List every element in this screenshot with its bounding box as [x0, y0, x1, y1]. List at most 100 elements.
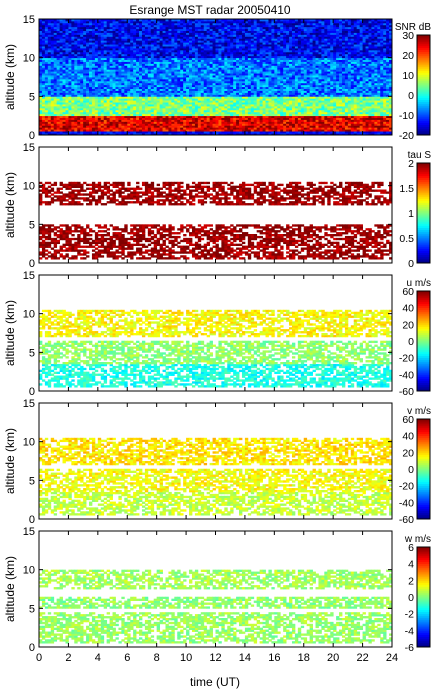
heatmap-cell — [227, 98, 231, 101]
heatmap-cell — [191, 115, 196, 118]
heatmap-cell — [206, 94, 211, 97]
heatmap-cell — [371, 88, 375, 91]
heatmap-cell — [191, 127, 196, 130]
heatmap-cell — [327, 113, 331, 117]
heatmap-cell — [106, 107, 110, 111]
heatmap-cell — [150, 123, 155, 126]
heatmap-cell — [309, 100, 313, 103]
heatmap-cell — [386, 106, 390, 109]
heatmap-cell — [194, 90, 199, 93]
heatmap-cell — [68, 109, 72, 113]
heatmap-cell — [244, 113, 249, 117]
heatmap-cell — [47, 106, 52, 109]
heatmap-cell — [124, 100, 128, 103]
heatmap-cell — [347, 100, 352, 103]
heatmap-cell — [177, 104, 181, 107]
heatmap-cell — [233, 90, 237, 93]
heatmap-cell — [230, 121, 234, 124]
heatmap-cell — [386, 129, 390, 132]
heatmap-cell — [280, 98, 284, 101]
heatmap-cell — [215, 102, 219, 105]
heatmap-cell — [262, 90, 266, 93]
heatmap-cell — [327, 104, 331, 107]
heatmap-cell — [100, 115, 105, 118]
heatmap-cell — [41, 131, 46, 134]
heatmap-cell — [150, 127, 155, 130]
heatmap-cell — [97, 127, 102, 130]
heatmap-cell — [230, 102, 234, 105]
heatmap-cell — [162, 96, 166, 99]
heatmap-cell — [171, 119, 175, 122]
heatmap-cell — [256, 98, 261, 101]
heatmap-cell — [309, 119, 313, 122]
heatmap-cell — [194, 106, 199, 109]
heatmap-cell — [303, 133, 308, 136]
heatmap-cell — [341, 129, 346, 132]
heatmap-cell — [165, 92, 169, 95]
heatmap-cell — [74, 102, 78, 105]
heatmap-cell — [144, 107, 149, 111]
heatmap-cell — [274, 133, 278, 136]
heatmap-cell — [203, 113, 208, 117]
heatmap-cell — [377, 100, 381, 103]
heatmap-cell — [362, 119, 366, 122]
heatmap-cell — [365, 129, 369, 132]
heatmap-cell — [306, 133, 311, 136]
heatmap-cell — [318, 94, 322, 97]
heatmap-cell — [91, 98, 96, 101]
heatmap-cell — [109, 123, 113, 126]
heatmap-cell — [203, 123, 208, 126]
heatmap-cell — [74, 104, 78, 107]
heatmap-cell — [147, 92, 152, 95]
heatmap-cell — [168, 90, 172, 93]
heatmap-cell — [341, 113, 346, 117]
heatmap-cell — [215, 94, 219, 97]
heatmap-cell — [274, 100, 278, 103]
heatmap-cell — [236, 111, 240, 115]
heatmap-cell — [141, 106, 146, 109]
heatmap-cell — [239, 123, 243, 126]
heatmap-cell — [239, 106, 243, 109]
heatmap-cell — [177, 106, 181, 109]
heatmap-cell — [100, 133, 105, 136]
heatmap-cell — [162, 106, 166, 109]
heatmap-cell — [197, 92, 202, 95]
heatmap-cell — [265, 96, 269, 99]
heatmap-cell — [271, 98, 275, 101]
heatmap-cell — [218, 117, 222, 120]
heatmap-cell — [350, 98, 355, 101]
heatmap-cell — [227, 113, 231, 117]
heatmap-cell — [336, 98, 340, 101]
heatmap-cell — [191, 107, 196, 111]
heatmap-cell — [341, 125, 346, 128]
heatmap-cell — [377, 127, 381, 130]
heatmap-cell — [141, 88, 146, 91]
heatmap-cell — [283, 131, 287, 134]
heatmap-cell — [97, 98, 102, 101]
heatmap-cell — [71, 125, 75, 128]
heatmap-cell — [224, 133, 228, 136]
heatmap-cell — [68, 96, 72, 99]
heatmap-cell — [262, 133, 266, 136]
heatmap-cell — [356, 88, 361, 91]
heatmap-cell — [380, 129, 384, 132]
heatmap-cell — [53, 111, 58, 115]
heatmap-cell — [286, 121, 290, 124]
heatmap-cell — [124, 109, 128, 113]
heatmap-cell — [253, 121, 258, 124]
heatmap-cell — [233, 98, 237, 101]
heatmap-cell — [247, 117, 252, 120]
heatmap-cell — [56, 106, 60, 109]
heatmap-cell — [150, 92, 155, 95]
heatmap-cell — [350, 104, 355, 107]
heatmap-cell — [256, 90, 261, 93]
heatmap-cell — [106, 131, 110, 134]
heatmap-cell — [115, 129, 119, 132]
heatmap-cell — [341, 121, 346, 124]
heatmap-cell — [127, 131, 131, 134]
heatmap-cell — [133, 100, 137, 103]
heatmap-cell — [250, 100, 255, 103]
heatmap-cell — [103, 115, 108, 118]
heatmap-cell — [356, 98, 361, 101]
heatmap-cell — [300, 111, 305, 115]
